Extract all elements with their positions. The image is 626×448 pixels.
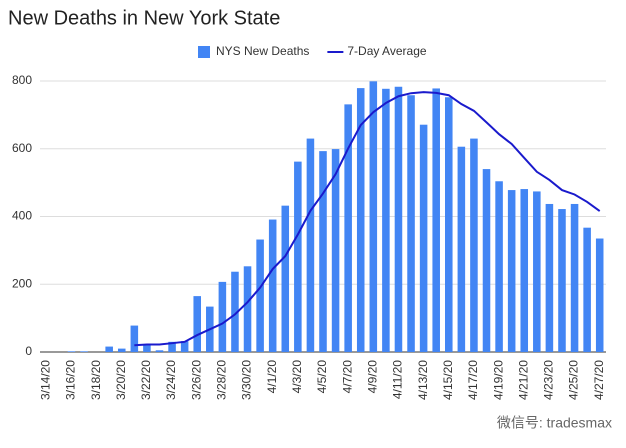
legend-swatch <box>198 46 210 58</box>
x-tick-label: 4/25/20 <box>567 360 581 400</box>
chart-title: New Deaths in New York State <box>8 7 280 29</box>
bar <box>369 81 378 353</box>
bar <box>495 181 503 352</box>
y-tick-label: 600 <box>12 141 32 155</box>
bar <box>382 88 390 352</box>
x-tick-label: 3/30/20 <box>240 360 254 400</box>
x-tick-label: 3/16/20 <box>64 360 78 400</box>
watermark: 微信号: tradesmax <box>497 415 612 431</box>
x-tick-label: 3/26/20 <box>189 360 203 400</box>
x-tick-label: 4/13/20 <box>416 360 430 400</box>
x-tick-label: 4/3/20 <box>290 360 304 394</box>
x-tick-label: 4/17/20 <box>466 360 480 400</box>
bar <box>319 151 327 352</box>
bar <box>545 203 554 352</box>
bar <box>595 238 604 352</box>
x-tick-label: 4/21/20 <box>516 360 530 400</box>
bar <box>507 190 516 352</box>
legend-label: 7-Day Average <box>347 44 426 58</box>
bar <box>294 161 302 352</box>
x-tick-label: 3/24/20 <box>164 360 178 400</box>
bar <box>558 209 566 352</box>
bar <box>394 86 403 352</box>
bar <box>268 219 277 352</box>
x-tick-label: 4/9/20 <box>365 360 379 394</box>
bar <box>218 281 227 352</box>
bar <box>482 169 491 352</box>
x-tick-label: 4/5/20 <box>315 360 329 394</box>
x-tick-label: 4/23/20 <box>542 360 556 400</box>
line <box>134 91 601 347</box>
bar <box>432 88 440 352</box>
x-tick-label: 4/27/20 <box>592 360 606 400</box>
bar <box>168 341 176 352</box>
bar <box>570 203 579 352</box>
y-tick-label: 0 <box>25 344 32 358</box>
x-tick-label: 4/11/20 <box>391 360 405 399</box>
bar <box>331 149 340 352</box>
x-tick-label: 4/7/20 <box>340 360 354 394</box>
x-tick-label: 4/19/20 <box>491 360 505 400</box>
bar <box>105 346 113 352</box>
bar <box>306 138 315 352</box>
bar <box>180 341 189 352</box>
x-tick-label: 3/14/20 <box>38 360 52 400</box>
bar <box>520 189 529 352</box>
bar <box>143 345 151 352</box>
bar <box>445 97 453 352</box>
bar <box>583 227 591 352</box>
y-tick-label: 200 <box>12 276 32 290</box>
bar <box>130 325 139 352</box>
y-tick-label: 800 <box>12 73 32 87</box>
bar <box>356 88 365 353</box>
legend-label: NYS New Deaths <box>216 44 309 58</box>
bar <box>231 271 239 352</box>
bar <box>256 239 264 352</box>
bar <box>67 351 76 352</box>
bar <box>281 205 290 352</box>
bar <box>533 191 541 352</box>
y-tick-label: 400 <box>12 209 32 223</box>
bar <box>457 146 466 352</box>
bar <box>344 104 352 352</box>
x-tick-label: 3/28/20 <box>215 360 229 400</box>
x-tick-label: 3/20/20 <box>114 360 128 400</box>
bar <box>419 124 428 352</box>
x-tick-label: 3/18/20 <box>89 360 103 400</box>
x-tick-label: 4/1/20 <box>265 360 279 394</box>
bar <box>193 296 201 352</box>
x-tick-label: 3/22/20 <box>139 360 153 400</box>
bar <box>243 266 252 352</box>
x-tick-label: 4/15/20 <box>441 360 455 400</box>
bar <box>470 138 478 352</box>
bar <box>117 348 126 352</box>
bar <box>80 351 88 352</box>
bar <box>155 350 164 352</box>
bar <box>407 95 415 352</box>
